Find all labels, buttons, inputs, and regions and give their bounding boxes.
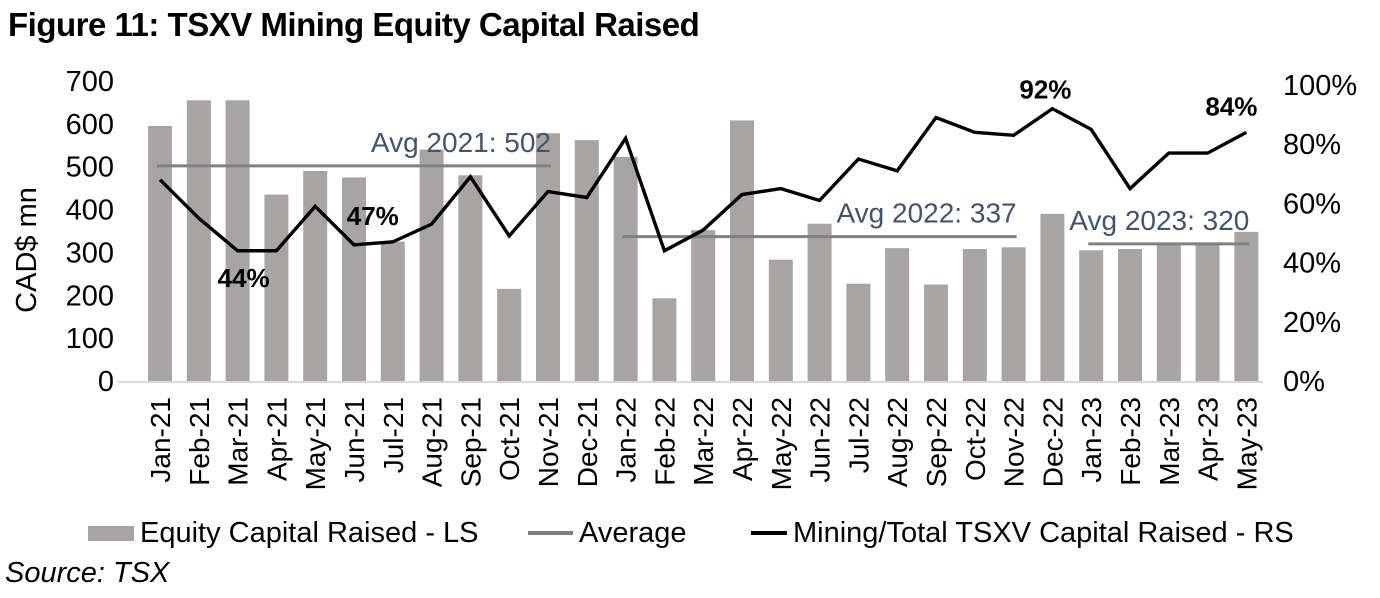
series-line-swatch [751, 531, 787, 535]
bar-Jul-21 [380, 241, 405, 381]
x-tick-Sep-22: Sep-22 [921, 397, 952, 487]
avg-label-2022: Avg 2022: 337 [837, 198, 1017, 229]
y-left-tick-200: 200 [66, 280, 114, 312]
legend-item-bars: Equity Capital Raised - LS [88, 516, 479, 550]
y-left-tick-600: 600 [66, 109, 114, 141]
bar-Aug-22 [885, 248, 910, 381]
y-right-tick-20pct: 20% [1283, 307, 1341, 339]
bar-swatch [88, 525, 134, 541]
x-tick-Jun-22: Jun-22 [805, 397, 836, 483]
x-tick-Nov-22: Nov-22 [999, 397, 1030, 487]
bar-Mar-21 [225, 100, 250, 382]
x-tick-Aug-21: Aug-21 [417, 397, 448, 487]
x-tick-Apr-23: Apr-23 [1193, 397, 1224, 481]
legend-item-line: Mining/Total TSXV Capital Raised - RS [751, 516, 1294, 550]
bar-Aug-21 [419, 149, 444, 381]
x-tick-Jul-21: Jul-21 [378, 397, 409, 473]
y-left-tick-0: 0 [98, 366, 114, 398]
line-annotation-84pct: 84% [1205, 91, 1257, 121]
y-right-tick-0pct: 0% [1283, 366, 1325, 398]
x-tick-Dec-22: Dec-22 [1037, 397, 1068, 487]
bar-Jun-22 [807, 223, 832, 381]
x-tick-May-21: May-21 [300, 397, 331, 490]
bar-May-21 [303, 171, 328, 381]
x-tick-Mar-21: Mar-21 [223, 397, 254, 486]
bar-Dec-22 [1040, 213, 1065, 381]
bar-May-23 [1234, 231, 1259, 381]
legend-label-average: Average [579, 516, 687, 549]
y-left-tick-100: 100 [66, 323, 114, 355]
bar-Jan-22 [613, 156, 638, 381]
line-annotation-92pct: 92% [1019, 75, 1071, 105]
y-right-tick-100pct: 100% [1283, 70, 1357, 102]
x-tick-Aug-22: Aug-22 [882, 397, 913, 487]
bar-Feb-21 [186, 100, 211, 382]
bar-Sep-21 [458, 175, 483, 381]
bar-Mar-23 [1156, 244, 1181, 381]
x-tick-Mar-22: Mar-22 [688, 397, 719, 486]
legend-label-bars: Equity Capital Raised - LS [140, 516, 479, 549]
y-right-tick-40pct: 40% [1283, 248, 1341, 280]
x-tick-Apr-22: Apr-22 [727, 397, 758, 481]
y-left-tick-400: 400 [66, 195, 114, 227]
chart-canvas: Avg 2021: 502 Avg 2022: 337 Avg 2023: 320 0… [11, 66, 1357, 490]
bar-Nov-22 [1001, 247, 1026, 381]
x-tick-Jun-21: Jun-21 [339, 397, 370, 483]
bar-Jan-23 [1079, 250, 1104, 381]
average-line-swatch [528, 531, 573, 535]
y-left-tick-300: 300 [66, 237, 114, 269]
figure-title: Figure 11: TSXV Mining Equity Capital Ra… [8, 6, 700, 43]
bar-Jun-21 [342, 177, 366, 381]
x-tick-Jul-22: Jul-22 [843, 397, 874, 473]
bar-Oct-22 [962, 249, 987, 381]
bar-Sep-22 [924, 284, 948, 381]
x-tick-May-23: May-23 [1231, 397, 1262, 490]
x-tick-Feb-23: Feb-23 [1115, 397, 1146, 486]
x-tick-Mar-23: Mar-23 [1154, 397, 1185, 486]
bar-Dec-21 [574, 140, 599, 381]
chart-legend: Equity Capital Raised - LS Average Minin… [0, 516, 1380, 550]
bar-Feb-22 [652, 298, 677, 381]
x-tick-Oct-21: Oct-21 [494, 397, 525, 481]
x-tick-Dec-21: Dec-21 [572, 397, 603, 487]
bar-Apr-21 [264, 194, 289, 381]
bar-Apr-23 [1195, 244, 1220, 381]
legend-item-average: Average [528, 516, 687, 550]
line-annotation-44pct: 44% [218, 263, 270, 293]
bar-Oct-21 [497, 288, 522, 381]
y-right-tick-80pct: 80% [1283, 129, 1341, 161]
bar-Nov-21 [536, 133, 560, 381]
mining-share-line [158, 106, 1248, 254]
x-tick-Sep-21: Sep-21 [455, 397, 486, 487]
source-note: Source: TSX [5, 557, 170, 589]
line-annotation-47pct: 47% [347, 201, 399, 231]
bar-Feb-23 [1118, 249, 1142, 381]
bar-Jul-22 [846, 283, 871, 381]
y-left-tick-700: 700 [66, 66, 114, 98]
x-tick-Jan-23: Jan-23 [1076, 397, 1107, 483]
y-axis-title: CAD$ mn [11, 187, 43, 313]
y-right-tick-60pct: 60% [1283, 188, 1341, 220]
x-tick-Jan-21: Jan-21 [145, 397, 176, 483]
x-tick-Nov-21: Nov-21 [533, 397, 564, 487]
legend-label-line: Mining/Total TSXV Capital Raised - RS [793, 516, 1294, 549]
bar-Jan-21 [148, 126, 172, 381]
x-tick-Feb-22: Feb-22 [649, 397, 680, 486]
x-tick-Feb-21: Feb-21 [184, 397, 215, 486]
y-left-tick-500: 500 [66, 152, 114, 184]
x-tick-Jan-22: Jan-22 [611, 397, 642, 483]
bar-Apr-22 [730, 120, 754, 381]
avg-label-2023: Avg 2023: 320 [1069, 205, 1249, 236]
bar-May-22 [768, 259, 793, 381]
x-tick-Apr-21: Apr-21 [261, 397, 292, 481]
x-tick-Oct-22: Oct-22 [960, 397, 991, 481]
avg-label-2021: Avg 2021: 502 [371, 127, 551, 158]
x-tick-May-22: May-22 [766, 397, 797, 490]
bar-Mar-22 [691, 230, 716, 381]
